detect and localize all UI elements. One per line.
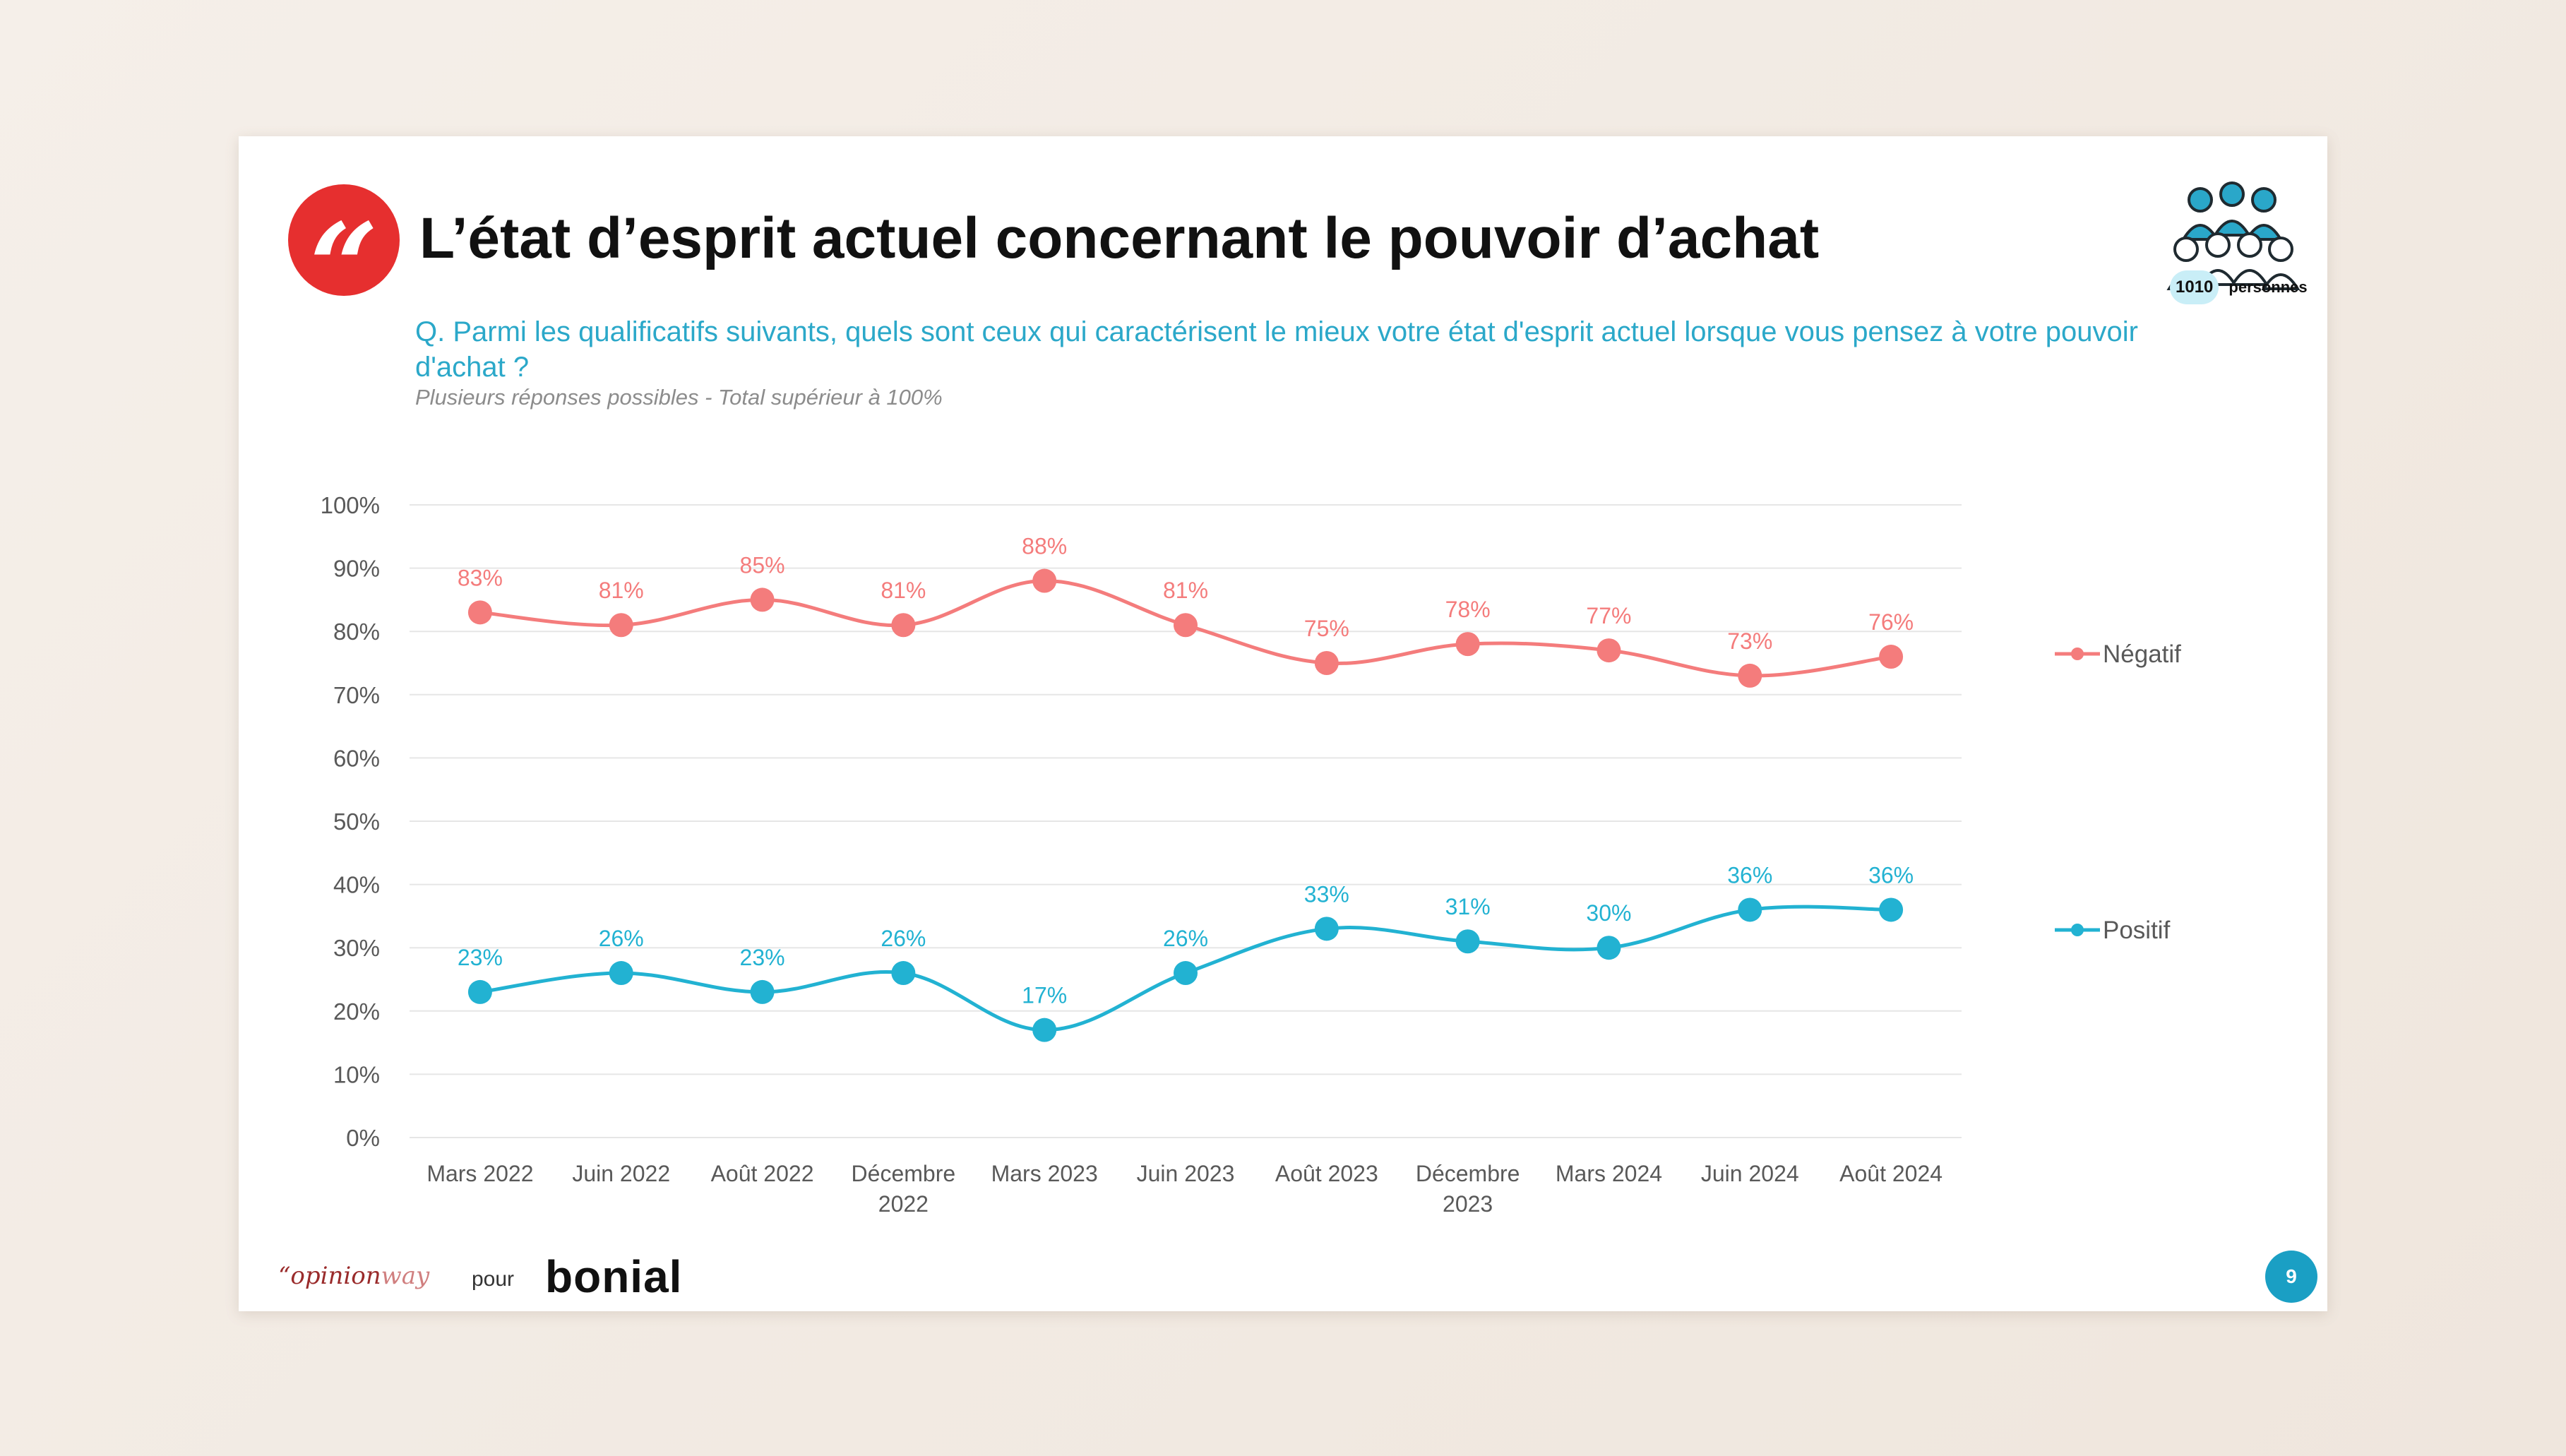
x-tick-label: Juin 2024 [1701,1161,1799,1186]
data-label: 31% [1445,894,1491,919]
sample-size-badge: 1010 personnes [2170,270,2308,304]
data-point [1032,568,1057,593]
data-label: 76% [1868,609,1914,635]
data-point [609,961,633,986]
y-tick-label: 20% [333,998,380,1025]
data-label: 26% [599,926,644,951]
x-tick-label: Décembre [852,1161,956,1186]
survey-question: Q. Parmi les qualificatifs suivants, que… [415,316,2138,383]
data-point [1879,645,1904,669]
data-point [1738,663,1762,688]
y-tick-label: 0% [346,1125,380,1151]
data-label: 36% [1868,862,1914,888]
data-point [1597,638,1621,663]
y-tick-label: 60% [333,745,380,771]
y-tick-label: 80% [333,619,380,645]
x-tick-label: Mars 2024 [1556,1161,1662,1186]
data-label: 77% [1586,603,1631,628]
line-chart: 0% 10% 20% 30% 40% 50% 60% 70% 80% 90% 100% Mars 20… [321,492,2182,1217]
x-tick-label: Mars 2023 [991,1161,1098,1186]
x-tick-label: Août 2023 [1275,1161,1378,1186]
x-tick-label: 2022 [878,1191,929,1217]
data-point [1597,936,1621,960]
data-point [1174,613,1198,638]
data-label: 73% [1727,628,1772,654]
data-point [467,979,492,1004]
data-point [1174,961,1198,986]
y-tick-label: 100% [321,492,380,518]
y-tick-label: 90% [333,556,380,582]
data-label: 36% [1727,862,1772,888]
footer-pour: pour [472,1267,515,1291]
data-point [891,961,916,986]
data-label: 81% [881,578,926,603]
data-label: 81% [599,578,644,603]
quote-icon: “ [288,184,400,328]
data-label: 78% [1445,597,1491,622]
y-tick-label: 70% [333,682,380,708]
data-label: 33% [1304,881,1349,907]
opinionway-logo: “opinionway [278,1262,430,1290]
data-label: 26% [881,926,926,951]
data-label: 26% [1163,926,1208,951]
data-label: 75% [1304,616,1349,641]
data-point [891,613,916,638]
y-tick-label: 40% [333,872,380,898]
page-number: 9 [2265,1251,2317,1303]
data-point [467,600,492,625]
legend-label: Positif [2103,917,2171,944]
data-point [1879,897,1904,922]
data-point [1455,929,1480,954]
sample-count: 1010 [2170,270,2219,304]
x-tick-label: Août 2024 [1839,1161,1943,1186]
data-point [1314,651,1339,675]
x-tick-label: Décembre [1416,1161,1520,1186]
legend-marker [2071,924,2084,936]
data-point [750,587,775,612]
legend-label: Négatif [2103,640,2181,668]
page-title: L’état d’esprit actuel concernant le pou… [419,206,1820,270]
data-label: 23% [740,945,785,970]
data-label: 23% [458,945,503,970]
y-tick-label: 10% [333,1061,380,1087]
x-tick-label: Juin 2023 [1137,1161,1235,1186]
survey-note: Plusieurs réponses possibles - Total sup… [415,385,943,410]
data-point [750,979,775,1004]
data-point [1314,917,1339,941]
y-tick-label: 50% [333,808,380,835]
x-tick-label: 2023 [1443,1191,1493,1217]
sample-label: personnes [2228,278,2308,296]
x-tick-label: Mars 2022 [426,1161,533,1186]
data-point [1032,1018,1057,1042]
data-label: 81% [1163,578,1208,603]
data-point [609,613,633,638]
slide: “ L’état d’esprit actuel concernant le p… [239,136,2327,1311]
y-tick-label: 30% [333,935,380,961]
data-point [1455,632,1480,657]
data-point [1738,897,1762,922]
data-label: 83% [458,565,503,590]
people-group-icon [2166,181,2301,290]
data-label: 85% [740,552,785,578]
legend-marker [2071,648,2084,660]
x-tick-label: Juin 2022 [572,1161,670,1186]
data-label: 88% [1022,534,1067,559]
x-tick-label: Août 2022 [711,1161,814,1186]
bonial-logo: bonial [545,1251,683,1302]
data-label: 30% [1586,900,1631,926]
data-label: 17% [1022,983,1067,1008]
